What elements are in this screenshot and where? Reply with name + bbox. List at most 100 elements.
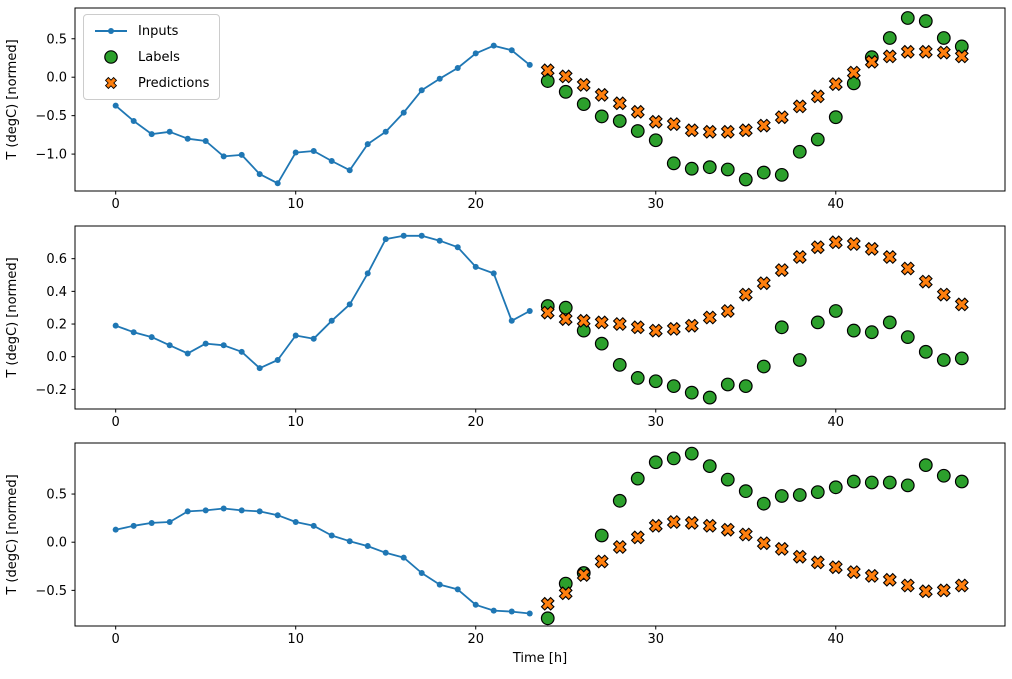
labels-point (792, 353, 807, 367)
predictions-point (540, 596, 555, 611)
predictions-point (774, 110, 789, 125)
predictions-point (792, 99, 807, 114)
inputs-point (526, 61, 533, 68)
inputs-point (148, 334, 155, 341)
labels-point (774, 167, 789, 182)
inputs-point (346, 538, 353, 545)
inputs-point (148, 131, 155, 138)
inputs-point (202, 507, 209, 514)
labels-point (666, 156, 681, 171)
labels-point (738, 172, 753, 187)
inputs-point (418, 570, 425, 577)
x-tick-label: 40 (828, 632, 845, 647)
predictions-point (954, 297, 969, 312)
x-tick-label: 40 (828, 197, 845, 212)
inputs-point (202, 138, 209, 145)
inputs-point (328, 317, 335, 324)
inputs-point (310, 335, 317, 342)
inputs-point (310, 148, 317, 155)
predictions-point (612, 540, 627, 554)
x-axis-label: Time [h] (512, 651, 568, 666)
x-tick-label: 0 (112, 415, 120, 430)
legend-label-labels: Labels (138, 49, 180, 65)
inputs-point (436, 581, 443, 588)
predictions-point (846, 65, 861, 80)
inputs-point (364, 543, 371, 550)
predictions-point (738, 123, 753, 138)
inputs-point (490, 270, 497, 277)
inputs-line (115, 234, 531, 370)
plot-area (74, 225, 1006, 410)
x-tick-label: 20 (467, 415, 484, 430)
predictions-point (666, 117, 681, 132)
y-tick-label: 0.0 (46, 350, 67, 365)
y-tick-label: 0.0 (46, 536, 67, 551)
labels-point (954, 474, 969, 489)
labels-point (864, 325, 879, 340)
predictions-point (630, 530, 645, 545)
labels-point (630, 371, 645, 385)
labels-point (846, 76, 861, 91)
predictions-point (648, 518, 663, 533)
x-tick-label: 0 (112, 632, 120, 647)
predictions-point (864, 54, 879, 69)
labels-point (756, 359, 771, 374)
legend: Inputs Labels Predictions (83, 14, 221, 100)
predictions-point (864, 568, 879, 583)
predictions-point (756, 536, 771, 551)
inputs-point (472, 263, 479, 270)
labels-point (576, 97, 591, 112)
inputs-point (436, 75, 443, 82)
inputs-point (454, 64, 461, 71)
subplot-1: 0 10 20 30 40 0.5 0.0 −0.5 −1.0 T (degC) [normed] (5, 7, 1006, 212)
predictions-point (540, 305, 555, 320)
inputs-point (418, 87, 425, 94)
predictions-point (810, 89, 825, 104)
labels-point (900, 11, 915, 25)
inputs-point (418, 232, 425, 239)
inputs-point (364, 141, 371, 148)
y-tick-label: 0.4 (46, 285, 67, 300)
predictions-point (846, 565, 861, 580)
labels-point (594, 528, 609, 543)
predictions-point (666, 515, 681, 529)
labels-point (594, 109, 609, 124)
predictions-point (684, 123, 699, 138)
predictions-point (594, 554, 609, 569)
labels-point (882, 475, 897, 490)
predictions-point (720, 124, 735, 139)
inputs-point (130, 118, 137, 125)
predictions-point (936, 583, 951, 598)
labels-point (720, 377, 735, 392)
inputs-point (112, 526, 119, 533)
legend-item-predictions: Predictions (92, 73, 209, 93)
labels-point (774, 320, 789, 335)
inputs-point (166, 128, 173, 135)
subplot-3: 0 10 20 30 40 0.5 0.0 −0.5 T (degC) [normed] (5, 442, 1006, 647)
predictions-point (612, 317, 627, 331)
predictions-point (702, 124, 717, 139)
inputs-point (220, 505, 227, 512)
y-tick-label: −1.0 (35, 148, 67, 163)
predictions-point (864, 241, 879, 256)
y-tick-label: 0.2 (46, 318, 67, 333)
x-tick-label: 10 (287, 632, 304, 647)
x-tick-label: 10 (287, 197, 304, 212)
predictions-point (576, 77, 591, 92)
predictions-point (918, 274, 933, 289)
labels-point (738, 484, 753, 499)
labels-point (612, 114, 627, 128)
inputs-point (256, 171, 263, 178)
predictions-point (774, 541, 789, 556)
predictions-point (882, 49, 897, 64)
inputs-point (130, 522, 137, 529)
x-tick-label: 20 (467, 197, 484, 212)
inputs-point (112, 322, 119, 329)
labels-point (792, 144, 807, 159)
x-tick-label: 10 (287, 415, 304, 430)
predictions-point (558, 586, 573, 601)
inputs-point (130, 329, 137, 336)
y-tick-label: 0.5 (46, 488, 67, 503)
legend-label-predictions: Predictions (138, 75, 210, 91)
